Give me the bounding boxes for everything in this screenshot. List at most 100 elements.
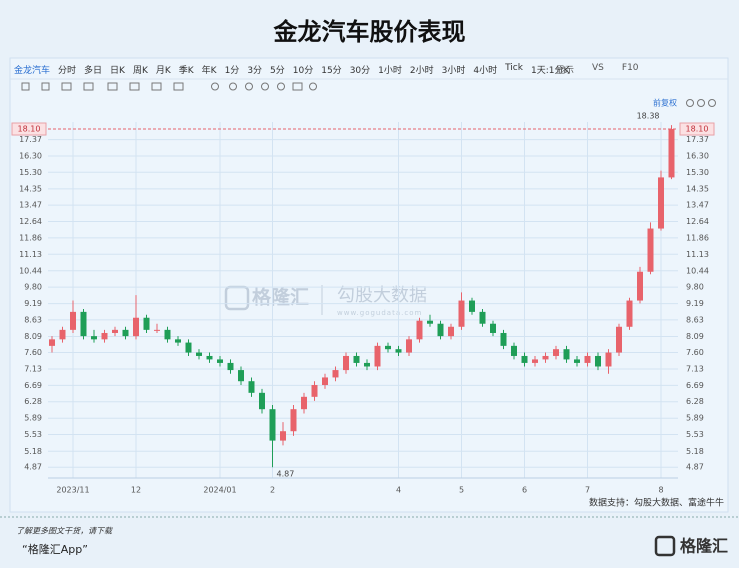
y-tick-label-right: 4.87 — [686, 463, 704, 472]
toolbar-item[interactable]: 金龙汽车 — [14, 66, 51, 76]
watermark: 格隆汇 勾股大数据 www.gogudata.com — [224, 285, 427, 317]
toolbar-item[interactable]: 5分 — [270, 66, 285, 76]
toolbar-item[interactable]: 年K — [201, 66, 217, 76]
adjust-toggle[interactable]: 前复权 — [653, 98, 677, 108]
y-tick-label: 7.60 — [24, 348, 42, 357]
candle-body — [490, 323, 496, 333]
toolbar-item[interactable]: 日K — [110, 66, 125, 76]
y-tick-label: 16.30 — [19, 152, 42, 161]
toolbar-item[interactable]: VS — [592, 63, 604, 73]
candle-body — [574, 359, 580, 363]
toolbar-item[interactable]: Tick — [505, 63, 523, 73]
candle-body — [122, 329, 129, 337]
candle-body — [70, 311, 76, 330]
candle-body — [227, 362, 234, 371]
x-tick-label: 6 — [522, 486, 527, 495]
candle-body — [553, 349, 559, 356]
y-tick-label: 7.13 — [24, 364, 42, 373]
y-tick-label-right: 6.28 — [686, 397, 704, 406]
watermark-partner: 勾股大数据 — [337, 285, 427, 306]
y-tick-label: 12.64 — [19, 217, 42, 226]
x-tick-label: 2024/01 — [203, 486, 236, 495]
candle-body — [616, 326, 622, 353]
watermark-url: www.gogudata.com — [337, 309, 422, 317]
candle-body — [290, 409, 297, 432]
toolbar-item[interactable]: 2小时 — [409, 66, 434, 76]
toolbar-item[interactable]: 10分 — [292, 66, 314, 76]
toolbar-item[interactable]: F10 — [621, 63, 639, 73]
candle-body — [542, 355, 549, 360]
high-annotation: 18.38 — [637, 112, 660, 121]
y-tick-label-right: 7.60 — [686, 348, 704, 357]
candle-body — [143, 317, 150, 330]
candle-body — [196, 352, 202, 356]
candle-body — [437, 323, 444, 337]
candle-body — [248, 381, 255, 393]
candle-body — [343, 355, 349, 371]
toolbar-item[interactable]: 季K — [178, 66, 194, 76]
candle-body — [154, 329, 160, 331]
y-tick-label-right: 9.80 — [686, 283, 704, 292]
candle-body — [668, 129, 675, 178]
y-tick-label: 5.53 — [24, 430, 42, 439]
x-tick-label: 2023/11 — [56, 486, 89, 495]
y-tick-label-right: 16.30 — [686, 152, 709, 161]
candle-body — [532, 359, 538, 363]
candle-body — [322, 377, 328, 386]
toolbar-item[interactable]: 1小时 — [378, 66, 402, 76]
candle-body — [563, 349, 570, 360]
y-tick-label: 13.47 — [19, 201, 42, 210]
toolbar-item[interactable]: 月K — [155, 66, 171, 76]
y-tick-label: 8.63 — [24, 315, 42, 324]
y-tick-label-right: 6.69 — [686, 381, 704, 390]
candle-body — [185, 342, 192, 353]
toolbar-item[interactable]: 3分 — [247, 66, 263, 76]
candle-body — [626, 300, 633, 327]
y-tick-label: 14.35 — [19, 184, 42, 193]
candle-body — [280, 431, 286, 441]
toolbar-item[interactable]: 1天:1分K — [530, 66, 570, 76]
y-tick-label: 4.87 — [24, 463, 42, 472]
current-price-tag-left: 18.10 — [18, 125, 41, 134]
toolbar-item[interactable]: 1分 — [224, 66, 240, 76]
candle-body — [133, 317, 139, 337]
y-tick-label: 9.19 — [24, 299, 42, 308]
x-tick-label: 4 — [396, 486, 401, 495]
toolbar-item[interactable]: 15分 — [321, 66, 342, 76]
candle-body — [479, 311, 486, 324]
candle-body — [217, 359, 223, 363]
page-title: 金龙汽车股价表现 — [273, 18, 466, 46]
y-tick-label-right: 5.89 — [686, 414, 704, 423]
toolbar-item[interactable]: 3小时 — [441, 66, 466, 76]
candle-body — [112, 329, 118, 333]
current-price-tag-left-box — [11, 122, 47, 136]
y-tick-label-right: 11.86 — [686, 233, 709, 242]
y-tick-label: 5.18 — [24, 447, 42, 456]
toolbar-item[interactable]: 多日 — [84, 66, 103, 76]
panel — [9, 57, 729, 513]
y-tick-label: 6.28 — [24, 397, 42, 406]
y-tick-label-right: 13.47 — [686, 201, 709, 210]
candle-body — [395, 349, 402, 353]
toolbar-item[interactable]: 周K — [132, 66, 148, 76]
toolbar-item[interactable]: 4小时 — [473, 66, 498, 76]
toolbar-item[interactable]: 显示 — [556, 66, 575, 76]
y-tick-label-right: 5.53 — [686, 430, 704, 439]
candle-body — [206, 355, 213, 360]
y-tick-label: 6.69 — [24, 381, 42, 390]
candle-body — [164, 329, 171, 340]
y-tick-label: 8.09 — [24, 332, 42, 341]
source-note: 数据支持：勾股大数据、富途牛牛 — [589, 497, 724, 509]
toolbar-item[interactable]: 30分 — [349, 66, 371, 76]
candle-body — [301, 396, 307, 410]
candle-body — [353, 355, 360, 363]
toolbar-item[interactable]: 分时 — [58, 66, 77, 76]
candle-body — [59, 329, 66, 340]
current-price-tag-right-box — [679, 122, 715, 136]
y-tick-label-right: 11.13 — [686, 250, 709, 259]
y-tick-label-right: 14.35 — [686, 184, 709, 193]
x-tick-label: 2 — [270, 486, 275, 495]
footer-app: “格隆汇App” — [22, 542, 88, 556]
